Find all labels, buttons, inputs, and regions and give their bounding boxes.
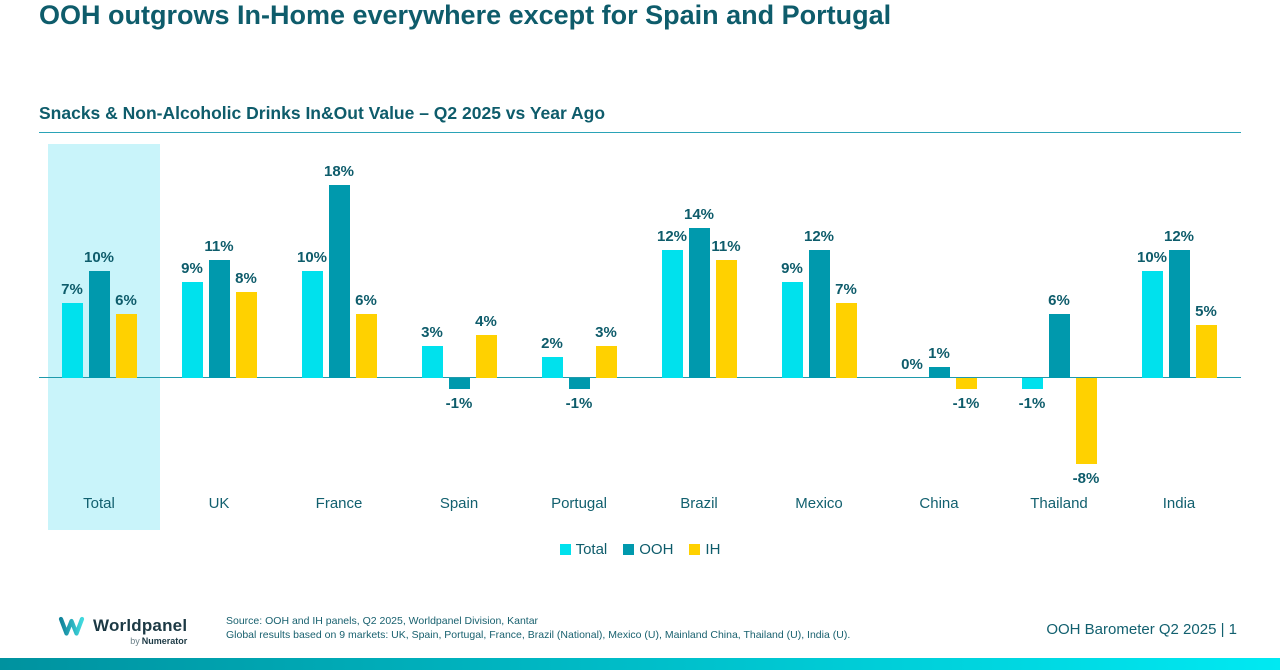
- bar-ih-france: [355, 313, 377, 378]
- category-label-china: China: [919, 495, 959, 512]
- bar-total-spain: [421, 345, 443, 378]
- value-label-ooh-thailand: 6%: [1048, 291, 1070, 309]
- value-label-ooh-mexico: 12%: [803, 227, 835, 245]
- chart-legend: Total OOH IH: [0, 541, 1280, 558]
- logo-byline-prefix: by: [130, 636, 140, 646]
- bottom-accent-bar: [0, 658, 1280, 670]
- bar-total-india: [1141, 271, 1163, 378]
- value-label-ooh-france: 18%: [323, 163, 355, 181]
- bar-ooh-france: [328, 185, 350, 378]
- value-label-total-portugal: 2%: [541, 334, 563, 352]
- value-label-ih-brazil: 11%: [711, 238, 741, 256]
- value-label-ooh-spain: -1%: [445, 394, 473, 412]
- page-label: OOH Barometer Q2 2025 | 1: [1046, 621, 1237, 638]
- bar-ooh-thailand: [1048, 313, 1070, 378]
- bar-ih-portugal: [595, 345, 617, 378]
- bar-ooh-portugal: [568, 378, 590, 389]
- value-label-ih-uk: 8%: [235, 270, 257, 288]
- value-label-total-total: 7%: [61, 281, 83, 299]
- value-label-total-brazil: 12%: [656, 227, 688, 245]
- logo-text: Worldpanel by Numerator: [93, 616, 187, 647]
- source-line-1: Source: OOH and IH panels, Q2 2025, Worl…: [226, 615, 539, 627]
- source-note: Source: OOH and IH panels, Q2 2025, Worl…: [226, 615, 850, 642]
- value-label-total-india: 10%: [1136, 249, 1168, 266]
- value-label-ih-china: -1%: [952, 394, 980, 412]
- bar-total-france: [301, 271, 323, 378]
- legend-item-total: Total: [559, 541, 608, 558]
- source-line-2: Global results based on 9 markets: UK, S…: [226, 628, 851, 641]
- bar-total-total: [61, 303, 83, 378]
- value-label-ih-thailand: -8%: [1072, 469, 1100, 487]
- bar-ooh-india: [1168, 249, 1190, 378]
- category-label-thailand: Thailand: [1030, 495, 1088, 512]
- bar-ooh-uk: [208, 260, 230, 378]
- value-label-ih-total: 6%: [115, 291, 137, 309]
- bar-total-uk: [181, 281, 203, 378]
- logo-byline-brand: Numerator: [141, 636, 188, 646]
- value-label-total-mexico: 9%: [781, 259, 803, 277]
- legend-swatch-ooh: [623, 544, 635, 555]
- bar-ih-uk: [235, 292, 257, 378]
- category-label-portugal: Portugal: [551, 495, 607, 512]
- legend-label-ih: IH: [705, 541, 721, 558]
- value-label-ih-spain: 4%: [475, 313, 497, 331]
- value-label-ih-mexico: 7%: [835, 281, 857, 299]
- value-label-total-uk: 9%: [181, 259, 203, 277]
- value-label-ih-portugal: 3%: [595, 323, 617, 341]
- category-label-total: Total: [83, 495, 115, 512]
- bar-ooh-china: [928, 367, 950, 378]
- value-label-ooh-uk: 11%: [204, 238, 234, 256]
- bar-ih-total: [115, 313, 137, 378]
- value-label-ooh-china: 1%: [928, 345, 950, 363]
- legend-label-total: Total: [575, 541, 608, 558]
- value-label-total-spain: 3%: [421, 323, 443, 341]
- worldpanel-logo: Worldpanel by Numerator: [58, 616, 187, 647]
- value-label-ih-india: 5%: [1195, 302, 1217, 320]
- bar-ih-india: [1195, 324, 1217, 378]
- legend-swatch-total: [559, 544, 571, 555]
- value-label-total-china: 0%: [901, 356, 923, 373]
- logo-brand-label: Worldpanel: [93, 616, 188, 635]
- value-label-total-thailand: -1%: [1018, 394, 1046, 412]
- chart-subtitle: Snacks & Non-Alcoholic Drinks In&Out Val…: [39, 103, 1241, 133]
- slide-title: OOH outgrows In-Home everywhere except f…: [39, 0, 892, 30]
- value-label-ooh-portugal: -1%: [565, 394, 593, 412]
- bar-ooh-total: [88, 271, 110, 378]
- category-label-india: India: [1162, 495, 1196, 512]
- category-label-spain: Spain: [439, 495, 479, 512]
- bar-total-portugal: [541, 356, 563, 378]
- bar-ih-spain: [475, 335, 497, 378]
- legend-item-ooh: OOH: [623, 541, 673, 558]
- bar-total-mexico: [781, 281, 803, 378]
- bar-ooh-brazil: [688, 228, 710, 378]
- bar-ih-mexico: [835, 303, 857, 378]
- bar-total-brazil: [661, 249, 683, 378]
- bar-ih-china: [955, 378, 977, 389]
- legend-swatch-ih: [689, 544, 701, 555]
- value-label-total-france: 10%: [296, 249, 328, 266]
- bar-ooh-mexico: [808, 249, 830, 378]
- category-label-france: France: [315, 495, 363, 512]
- bar-ih-thailand: [1075, 378, 1097, 464]
- category-label-uk: UK: [208, 495, 230, 512]
- value-label-ih-france: 6%: [355, 291, 377, 309]
- bar-total-thailand: [1021, 378, 1043, 389]
- category-label-mexico: Mexico: [795, 495, 843, 512]
- bar-ooh-spain: [448, 378, 470, 389]
- worldpanel-w-icon: [58, 616, 85, 636]
- value-label-ooh-total: 10%: [83, 249, 115, 266]
- value-label-ooh-brazil: 14%: [683, 206, 715, 224]
- category-label-brazil: Brazil: [680, 495, 718, 512]
- legend-item-ih: IH: [689, 541, 720, 558]
- x-axis-line: [39, 376, 1241, 378]
- bar-ih-brazil: [715, 260, 737, 378]
- logo-byline-label: by Numerator: [130, 636, 187, 647]
- legend-label-ooh: OOH: [639, 541, 674, 558]
- value-label-ooh-india: 12%: [1163, 227, 1195, 245]
